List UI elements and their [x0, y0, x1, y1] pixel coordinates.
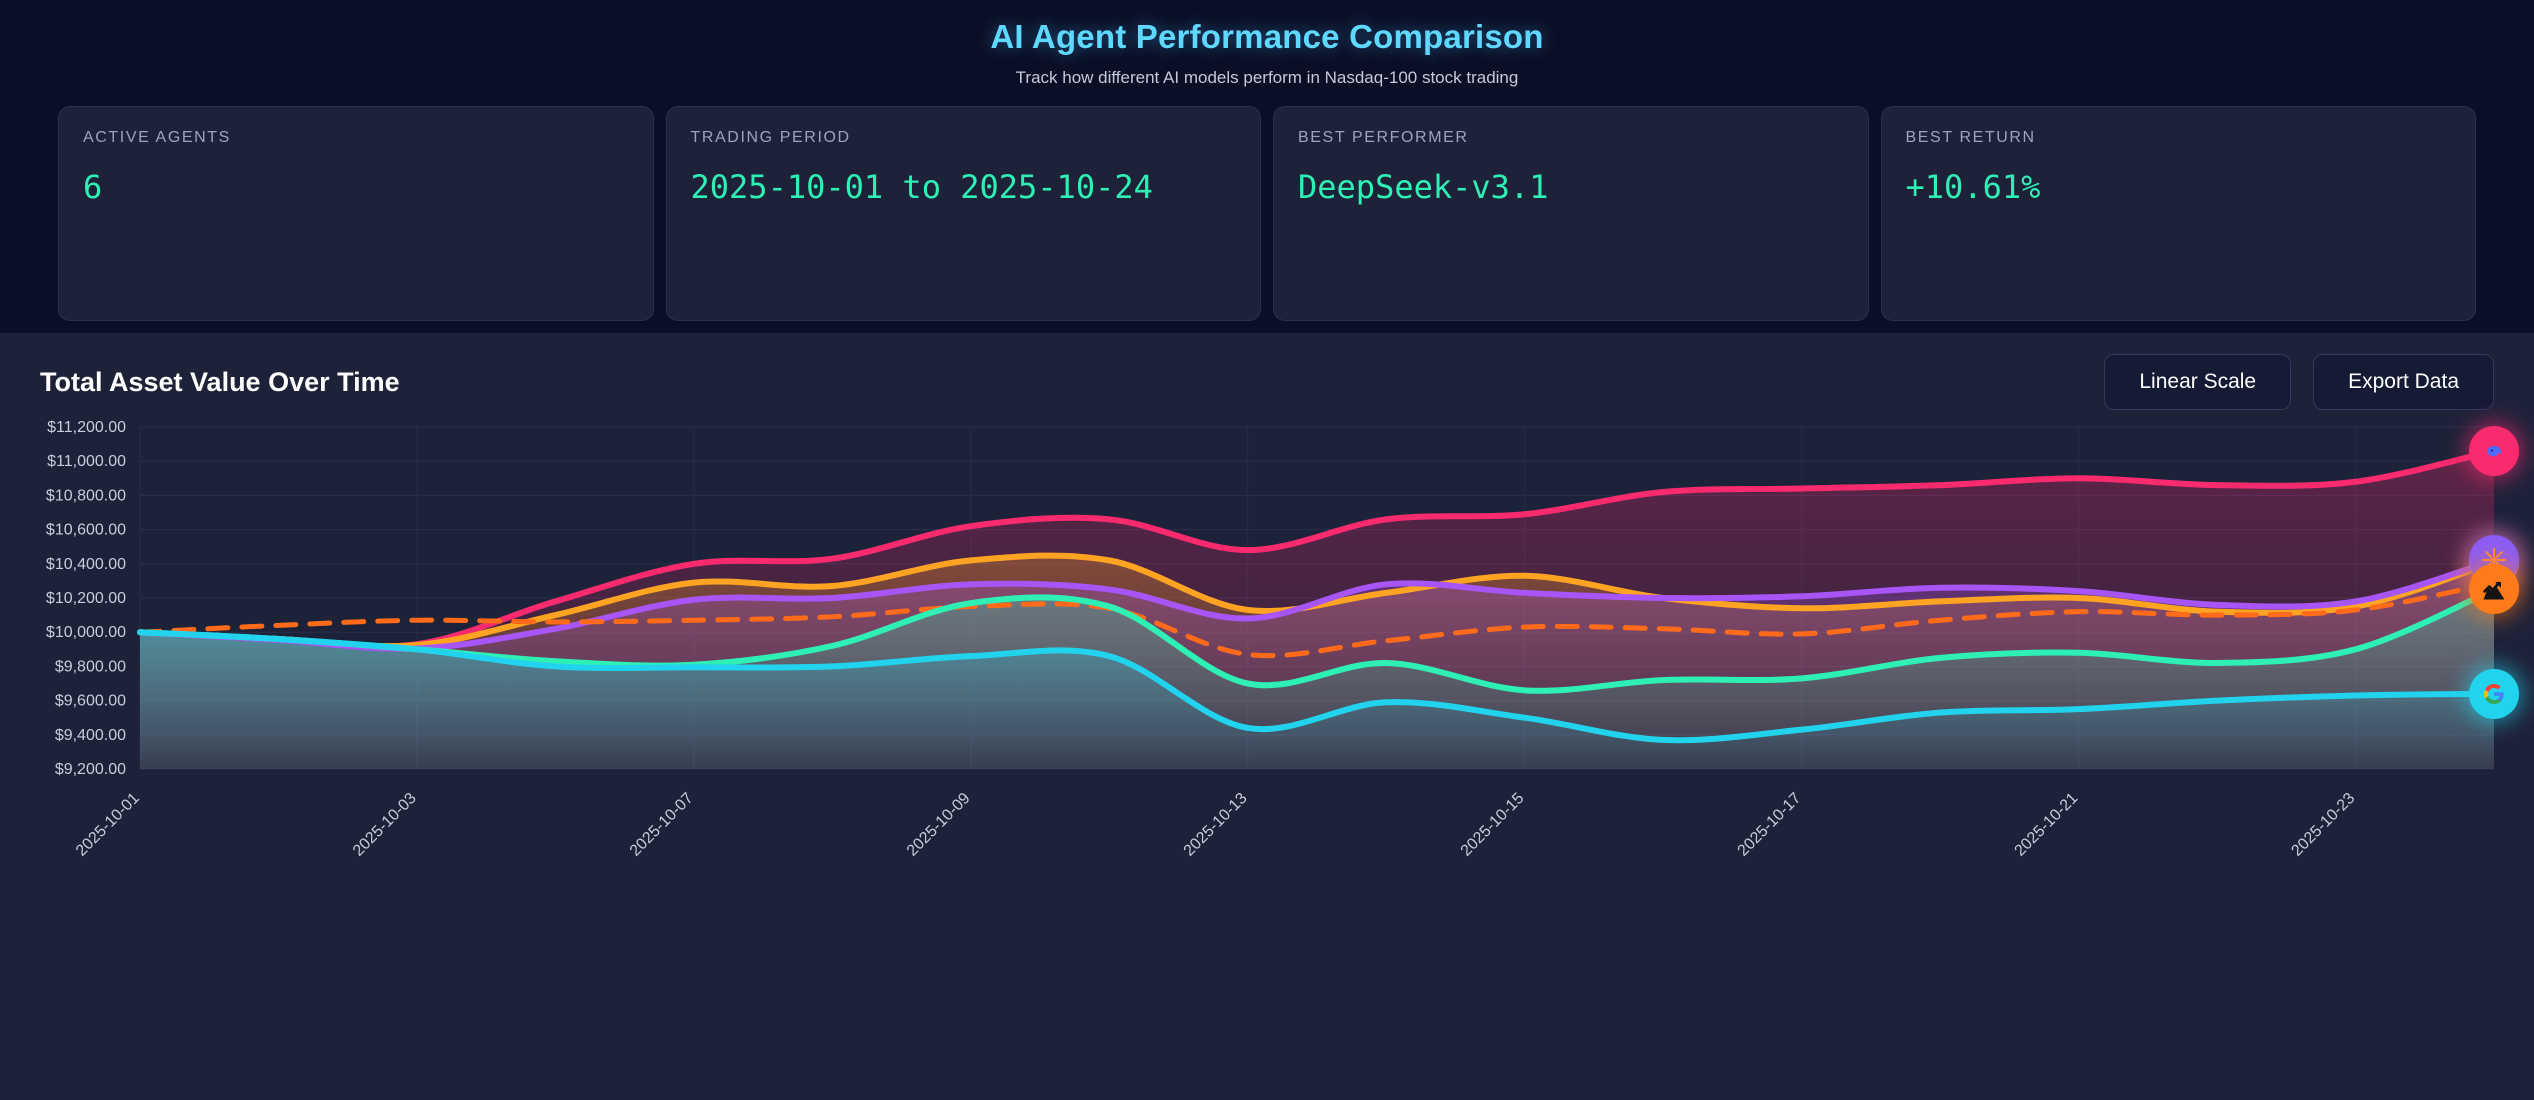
stat-card-best-return: BEST RETURN +10.61% — [1880, 106, 2476, 321]
series-line-gemini-2-5-pro[interactable] — [137, 629, 2494, 744]
series-line-claude-sonnet-4-5[interactable] — [137, 557, 2494, 652]
page-subtitle: Track how different AI models perform in… — [1015, 68, 1519, 87]
x-axis-tick-label: 2025-10-17 — [1735, 790, 1805, 860]
y-axis-tick-label: $9,600.00 — [55, 693, 126, 710]
page-title: AI Agent Performance Comparison — [990, 18, 1544, 55]
x-axis-tick-label: 2025-10-07 — [627, 790, 697, 860]
y-axis-tick-label: $10,800.00 — [46, 487, 126, 504]
stat-label: ACTIVE AGENTS — [83, 129, 231, 146]
stat-label: BEST PERFORMER — [1298, 129, 1469, 146]
page-header: AI Agent Performance Comparison Track ho… — [0, 0, 2534, 98]
series-line-deepseek-v3-1[interactable] — [137, 447, 2494, 650]
y-axis-tick-label: $9,400.00 — [55, 727, 126, 744]
x-axis-tick-label: 2025-10-13 — [1181, 790, 1251, 860]
stat-label: BEST RETURN — [1905, 129, 2036, 146]
stat-value: +10.61% — [1905, 168, 2041, 206]
stat-value: DeepSeek-v3.1 — [1298, 168, 1549, 206]
x-axis-tick-label: 2025-10-23 — [2288, 790, 2358, 860]
y-axis-tick-label: $10,400.00 — [46, 556, 126, 573]
stat-value: 2025-10-01 to 2025-10-24 — [690, 168, 1153, 206]
series-badge-grok-4[interactable] — [2469, 564, 2519, 615]
series-line-grok-4[interactable] — [137, 586, 2494, 694]
x-axis-tick-label: 2025-10-01 — [73, 790, 143, 860]
y-axis-tick-label: $10,000.00 — [46, 624, 126, 641]
trending-up-icon — [2480, 575, 2508, 603]
x-axis-tick-label: 2025-10-21 — [2012, 790, 2082, 860]
chart-plot-area[interactable]: $11,200.00 $11,000.00 $10,800.00 $10,600.00… — [40, 419, 2519, 1100]
google-g-icon — [2482, 682, 2506, 706]
y-axis-tick-label: $11,200.00 — [47, 419, 126, 436]
y-axis-tick-label: $9,800.00 — [55, 658, 126, 675]
x-axis-tick-label: 2025-10-03 — [350, 790, 420, 860]
stat-card-active-agents: ACTIVE AGENTS 6 — [58, 106, 654, 321]
chart-title: Total Asset Value Over Time — [40, 366, 400, 397]
chart-actions: Linear Scale Export Data — [2104, 354, 2494, 410]
stat-label: TRADING PERIOD — [690, 129, 851, 146]
series-badge-gemini-2-5-pro[interactable] — [2469, 668, 2519, 719]
line-chart-svg[interactable]: $11,200.00 $11,000.00 $10,800.00 $10,600.00… — [40, 419, 2494, 1100]
x-axis-tick-label: 2025-10-09 — [904, 790, 974, 860]
chart-header: Total Asset Value Over Time Linear Scale… — [40, 349, 2494, 415]
stat-card-best-performer: BEST PERFORMER DeepSeek-v3.1 — [1273, 106, 1869, 321]
y-axis-tick-label: $11,000.00 — [47, 453, 126, 470]
stat-card-row: ACTIVE AGENTS 6 TRADING PERIOD 2025-10-0… — [0, 98, 2534, 333]
linear-scale-button[interactable]: Linear Scale — [2104, 354, 2292, 410]
stat-value: 6 — [83, 168, 103, 206]
x-axis-tick-label: 2025-10-15 — [1458, 790, 1528, 860]
y-axis-tick-label: $9,200.00 — [55, 761, 126, 778]
y-axis-tick-label: $10,600.00 — [46, 522, 126, 539]
chart-panel: Total Asset Value Over Time Linear Scale… — [0, 333, 2534, 1100]
series-area-gemini-2-5-pro — [140, 632, 2494, 769]
deepseek-whale-icon — [2481, 438, 2507, 464]
y-axis-tick-label: $10,200.00 — [46, 590, 126, 607]
stat-card-trading-period: TRADING PERIOD 2025-10-01 to 2025-10-24 — [665, 106, 1261, 321]
series-badge-deepseek-v3-1[interactable] — [2469, 425, 2519, 476]
export-data-button[interactable]: Export Data — [2313, 354, 2494, 410]
